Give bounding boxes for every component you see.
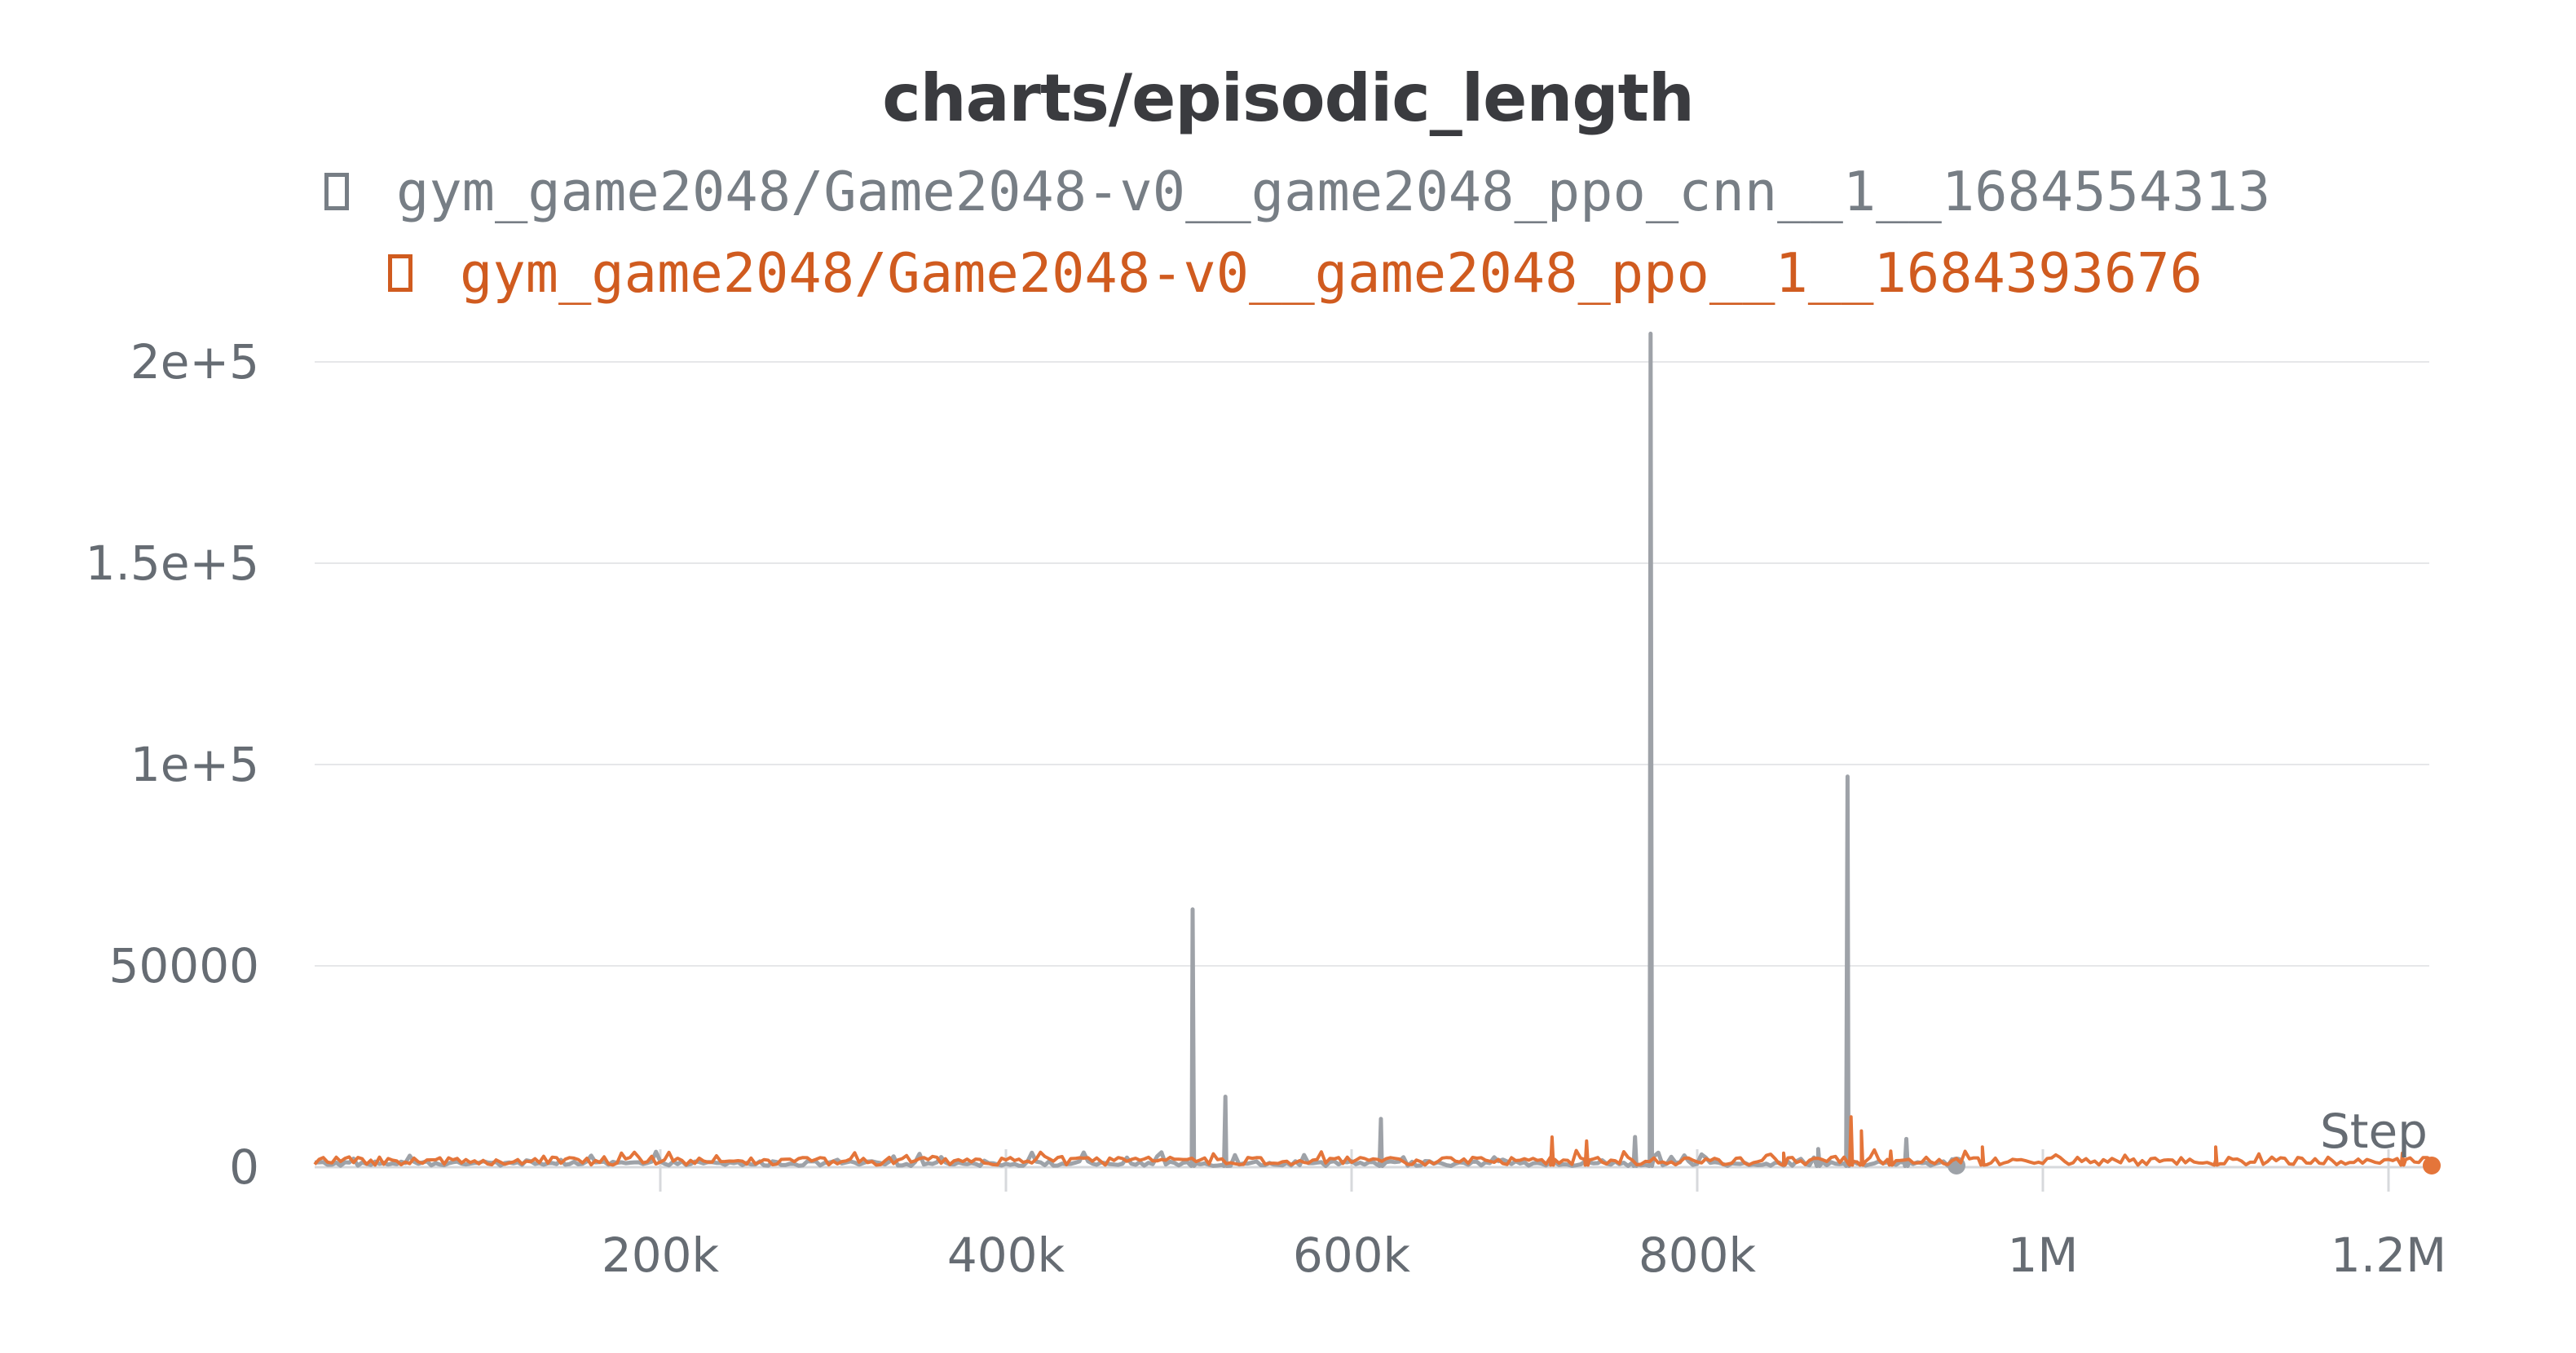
x-axis: 200k 400k 600k 800k 1M 1.2M	[602, 1149, 2446, 1283]
y-tick-label: 0	[229, 1139, 259, 1195]
x-tick-label: 1.2M	[2331, 1227, 2446, 1283]
chart-title: charts/episodic_length	[882, 60, 1695, 136]
y-tick-label: 50000	[108, 938, 259, 994]
x-tick-label: 200k	[602, 1227, 720, 1283]
series-end-marker	[2423, 1157, 2441, 1175]
legend-item-ppo[interactable]: gym_game2048/Game2048-v0__game2048_ppo__…	[388, 241, 2203, 305]
legend-item-ppo-cnn[interactable]: gym_game2048/Game2048-v0__game2048_ppo_c…	[324, 160, 2270, 223]
x-axis-label: Step	[2320, 1104, 2428, 1159]
legend-swatch-icon	[388, 254, 412, 292]
x-tick-label: 1M	[2008, 1227, 2079, 1283]
series-line	[314, 331, 1959, 1168]
y-axis: 0 50000 1e+5 1.5e+5 2e+5	[86, 334, 259, 1195]
x-tick-label: 400k	[947, 1227, 1065, 1283]
y-tick-label: 2e+5	[130, 334, 259, 390]
series-lines	[313, 331, 2441, 1175]
legend-label: gym_game2048/Game2048-v0__game2048_ppo_c…	[396, 160, 2271, 223]
x-tick-label: 800k	[1639, 1227, 1757, 1283]
grid-lines	[315, 361, 2429, 1169]
y-tick-label: 1e+5	[130, 737, 259, 792]
x-tick-label: 600k	[1293, 1227, 1411, 1283]
y-tick-label: 1.5e+5	[86, 535, 259, 591]
legend-label: gym_game2048/Game2048-v0__game2048_ppo__…	[460, 241, 2203, 305]
series-line	[313, 1115, 2433, 1167]
legend-swatch-icon	[324, 173, 349, 210]
